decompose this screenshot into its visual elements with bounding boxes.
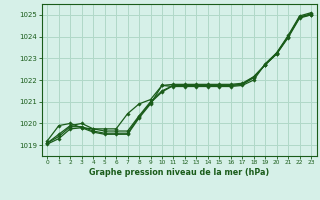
X-axis label: Graphe pression niveau de la mer (hPa): Graphe pression niveau de la mer (hPa) xyxy=(89,168,269,177)
